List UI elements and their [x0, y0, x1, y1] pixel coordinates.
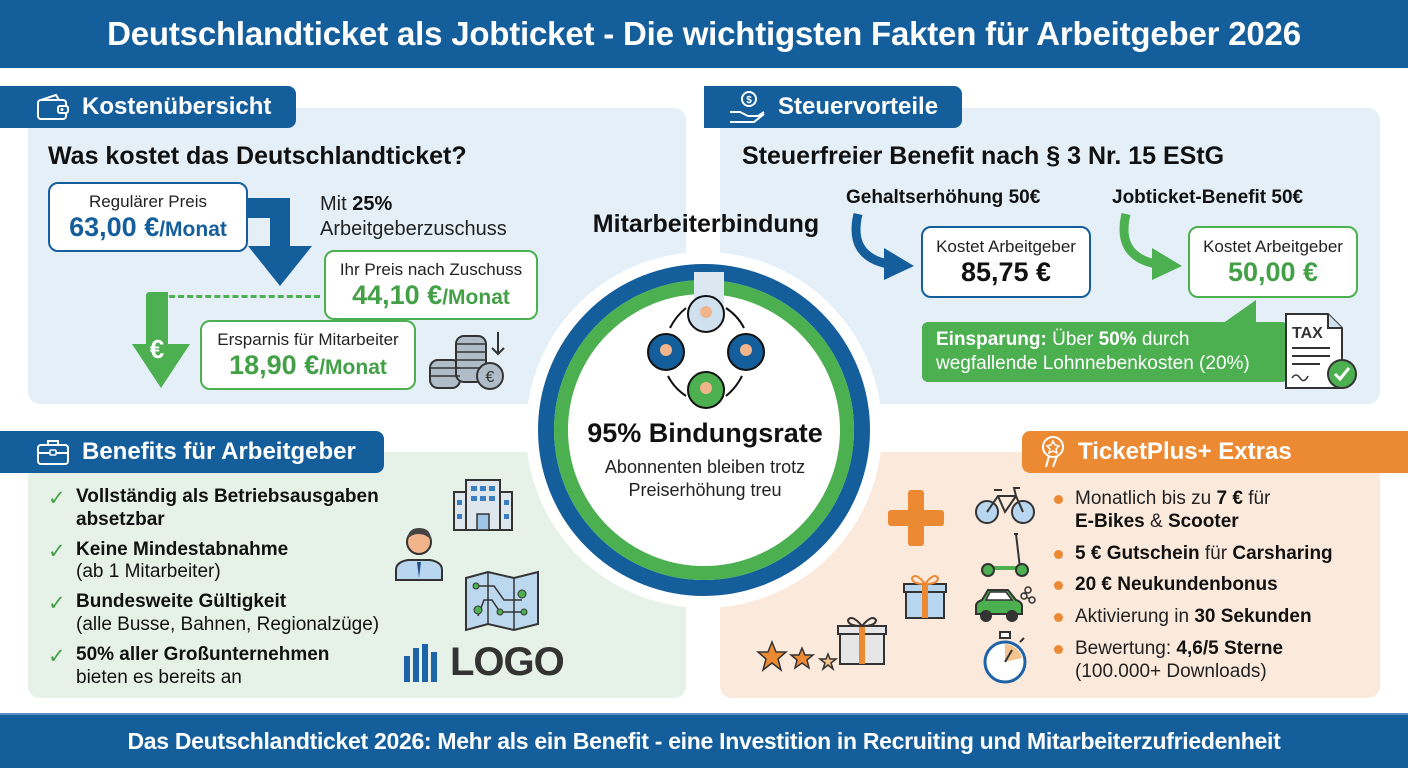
benefit-item: ✓ Bundesweite Gültigkeit (alle Busse, Bahn… [48, 591, 380, 635]
scooter-icon [981, 533, 1029, 577]
page-title: Deutschlandticket als Jobticket - Die wi… [107, 15, 1301, 52]
benefits-section-tab: Benefits für Arbeitgeber [0, 431, 384, 473]
cost-heading: Was kostet das Deutschlandticket? [48, 142, 467, 170]
tax-savings-callout: Einsparung: Über 50% durch wegfallende Lo… [922, 322, 1288, 382]
arrow-down-green-icon: € [132, 292, 190, 388]
cost-section-tab: Kostenübersicht [0, 86, 296, 128]
logo-building-icon [404, 643, 437, 682]
briefcase-icon [37, 440, 69, 465]
bullet-dot [1054, 495, 1063, 504]
regular-price-value: 63,00 €/Monat [69, 211, 227, 242]
svg-text:€: € [486, 369, 495, 386]
employee-savings-box: Ersparnis für Mitarbeiter 18,90 €/Monat [200, 320, 416, 390]
bullet-dot [1054, 644, 1063, 654]
retention-rate: 95% Bindungsrate [587, 418, 823, 448]
savings-value: 18,90 €/Monat [229, 349, 387, 380]
regular-price-box: Regulärer Preis 63,00 €/Monat [48, 182, 248, 252]
curved-arrow-green-icon [1119, 212, 1182, 280]
salary-cost-value: 85,75 € [960, 256, 1052, 287]
stars-rating-icon [756, 640, 839, 672]
benefit-item: ✓ Keine Mindestabnahme (ab 1 Mitarbeiter) [48, 538, 289, 583]
subsidy-text: Mit 25% Arbeitgeberzuschuss [320, 193, 507, 240]
price-after-value: 44,10 €/Monat [352, 279, 510, 310]
check-icon: ✓ [48, 487, 66, 510]
retention-title: Mitarbeiterbindung [592, 210, 820, 238]
carsharing-icon [975, 586, 1036, 622]
dashed-connector [160, 295, 320, 298]
plus-icon [888, 490, 944, 546]
businessman-icon [395, 528, 443, 581]
ticketplus-item: Bewertung: 4,6/5 Sterne (100.000+ Downloa… [1054, 638, 1374, 684]
ticketplus-item: 20 € Neukundenbonus [1054, 574, 1374, 597]
cost-tab-label: Kostenübersicht [82, 93, 272, 120]
retention-subtext: Abonnenten bleiben trotz Preiserhöhung t… [604, 457, 806, 500]
jobticket-cost-value: 50,00 € [1227, 256, 1319, 287]
tax-document-icon: TAX [1285, 313, 1357, 389]
bullet-dot [1054, 549, 1063, 559]
ticketplus-item: Monatlich bis zu 7 € für E-Bikes & Scoot… [1054, 488, 1374, 534]
jobticket-cost-box: Kostet Arbeitgeber 50,00 € [1188, 226, 1358, 298]
bicycle-icon [975, 487, 1035, 524]
svg-text:€: € [150, 334, 164, 364]
hand-coin-icon: $ [730, 91, 765, 123]
salary-cost-label: Kostet Arbeitgeber [936, 236, 1076, 256]
office-building-icon [453, 479, 513, 531]
ticketplus-tab-label: TicketPlus+ Extras [1078, 438, 1292, 465]
benefits-list: ✓ Vollständig als Betriebsausgaben absetz… [48, 486, 408, 696]
benefit-item: ✓ Vollständig als Betriebsausgaben absetz… [48, 486, 379, 530]
check-icon: ✓ [48, 644, 66, 668]
benefits-tab-label: Benefits für Arbeitgeber [82, 438, 356, 465]
footer-bar: Das Deutschlandticket 2026: Mehr als ein… [0, 713, 1408, 768]
award-badge-icon [1042, 436, 1064, 468]
stopwatch-icon [983, 631, 1027, 684]
bullet-dot [1054, 581, 1063, 591]
benefit-item: ✓ 50% aller Großunternehmen bieten es bere… [48, 643, 330, 688]
coins-icon: € [429, 332, 505, 390]
ticketplus-section-tab: TicketPlus+ Extras [1022, 431, 1408, 473]
salary-cost-box: Kostet Arbeitgeber 85,75 € [921, 226, 1091, 298]
jobticket-benefit-title: Jobticket-Benefit 50€ [1112, 187, 1304, 208]
employee-cycle-icon [647, 295, 765, 409]
wallet-icon [37, 93, 69, 120]
tax-heading: Steuerfreier Benefit nach § 3 Nr. 15 ESt… [742, 142, 1225, 170]
check-icon: ✓ [48, 539, 66, 563]
ticketplus-item: Aktivierung in 30 Sekunden [1054, 606, 1374, 629]
footer-text: Das Deutschlandticket 2026: Mehr als ein… [127, 728, 1281, 754]
salary-increase-title: Gehaltserhöhung 50€ [846, 187, 1041, 208]
check-icon: ✓ [48, 592, 66, 616]
savings-callout-tail [1222, 300, 1256, 324]
header-bar: Deutschlandticket als Jobticket - Die wi… [0, 0, 1408, 68]
company-logo: LOGO [402, 640, 565, 685]
gift-large-icon [837, 617, 887, 665]
regular-price-label: Regulärer Preis [88, 191, 208, 211]
route-map-icon [465, 570, 539, 632]
jobticket-cost-label: Kostet Arbeitgeber [1203, 236, 1343, 256]
svg-text:TAX: TAX [1292, 325, 1323, 342]
logo-text: LOGO [450, 640, 565, 684]
price-after-label: Ihr Preis nach Zuschuss [339, 259, 523, 279]
gift-icon [903, 575, 947, 619]
savings-label: Ersparnis für Mitarbeiter [217, 329, 399, 349]
ticketplus-list: Monatlich bis zu 7 € für E-Bikes & Scoot… [1054, 488, 1374, 693]
price-after-subsidy-box: Ihr Preis nach Zuschuss 44,10 €/Monat [324, 250, 538, 320]
svg-text:$: $ [746, 95, 752, 106]
curved-arrow-blue-icon [851, 212, 914, 280]
tax-tab-label: Steuervorteile [778, 93, 939, 120]
bullet-dot [1054, 613, 1063, 623]
ticketplus-item: 5 € Gutschein für Carsharing [1054, 543, 1374, 566]
tax-section-tab: $ Steuervorteile [704, 86, 962, 128]
arrow-down-blue-icon [240, 198, 312, 286]
